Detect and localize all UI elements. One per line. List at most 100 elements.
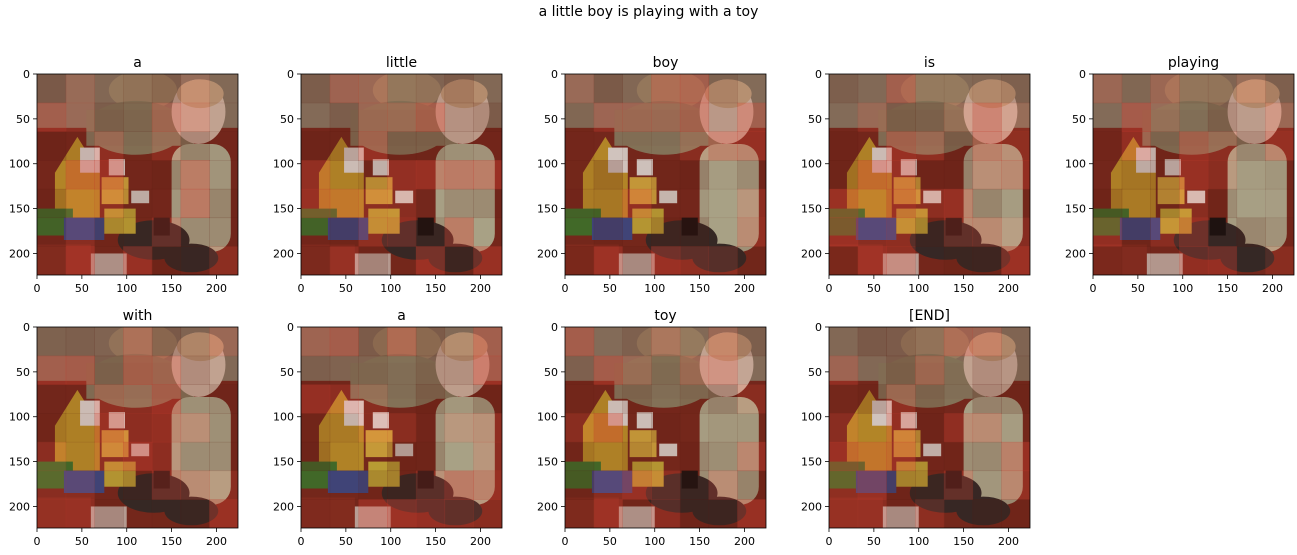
attention-cell [915,470,945,500]
attention-cell [151,160,182,190]
axes-frame [36,73,239,276]
y-tick-label: 150 [1065,203,1086,216]
attention-cell [151,131,182,161]
attention-cell [151,327,182,357]
attention-cell [915,384,945,414]
y-tick-label: 0 [815,321,822,334]
attention-cell [473,470,502,500]
attention-cell [415,246,446,275]
y-tick-label: 200 [9,247,30,260]
attention-cell [679,327,710,357]
attention-cell [943,217,974,247]
attention-cell [622,246,652,275]
x-tick-label: 100 [380,535,401,548]
y-tick-label: 100 [537,411,558,424]
attention-cell [151,441,182,472]
attention-cell [708,355,738,385]
attention-cell [737,102,766,132]
y-tick-label: 0 [1079,68,1086,81]
y-tick-label: 0 [287,68,294,81]
attention-cell [37,160,67,190]
attention-cell [829,160,859,190]
x-tick-label: 150 [161,535,182,548]
attention-cell [37,74,67,104]
x-tick-label: 0 [826,535,833,548]
attention-cell [565,470,595,500]
attention-cell [972,160,1002,190]
panel-title: playing [1168,55,1219,71]
attention-cell [943,355,974,385]
attention-cell [1179,160,1209,190]
attention-cell [593,217,623,247]
x-tick-label: 0 [562,282,569,295]
attention-cell [1001,246,1030,275]
attention-cell [444,470,474,500]
panel-title: toy [654,308,676,324]
attention-cell [622,188,652,219]
x-tick-label: 100 [1172,282,1193,295]
attention-cell [651,441,681,472]
attention-cell [94,355,124,385]
attention-cell [94,384,124,414]
attention-cell [915,131,945,161]
attention-cell [358,355,388,385]
attention-cell [1093,74,1123,104]
attention-cell [180,102,210,132]
attention-image [565,74,766,275]
attention-cell [708,413,738,443]
attention-cell [651,246,681,275]
attention-cell [444,246,474,275]
attention-cell [415,102,446,132]
attention-cell [593,131,623,161]
axes-frame [36,326,239,529]
x-tick-label: 50 [75,282,89,295]
attention-cell [565,355,595,385]
attention-cell [180,217,210,247]
attention-cell [1001,188,1030,219]
attention-cell [651,470,681,500]
attention-cell [1001,102,1030,132]
attention-cell [94,441,124,472]
attention-cell [209,327,238,357]
panel-title: little [386,55,417,71]
attention-cell [622,217,652,247]
attention-cell [651,188,681,219]
attention-cell [151,384,182,414]
y-tick-label: 50 [280,113,294,126]
attention-cell [943,470,974,500]
attention-cell [565,74,595,104]
y-tick-label: 200 [273,500,294,513]
y-tick-label: 0 [551,321,558,334]
attention-cell [829,413,859,443]
attention-cell [151,413,182,443]
attention-cell [1001,355,1030,385]
attention-cell [415,327,446,357]
attention-cell [737,355,766,385]
attention-cell [886,246,916,275]
attention-cell [829,499,859,528]
attention-cell [1265,160,1294,190]
attention-cell [829,74,859,104]
attention-cell [65,102,95,132]
y-tick-label: 100 [1065,158,1086,171]
y-tick-label: 200 [801,247,822,260]
attention-cell [473,131,502,161]
attention-cell [301,131,331,161]
axes-frame [564,73,767,276]
attention-cell [209,413,238,443]
attention-cell [209,470,238,500]
attention-cell [857,246,887,275]
attention-cell [65,327,95,357]
attention-cell [565,188,595,219]
attention-cell [886,355,916,385]
x-tick-label: 50 [603,535,617,548]
axes-frame [828,326,1031,529]
attention-cell [565,160,595,190]
attention-cell [943,499,974,528]
attention-cell [857,441,887,472]
attention-cell [593,246,623,275]
attention-cell [329,217,359,247]
attention-cell [94,102,124,132]
attention-cell [209,131,238,161]
